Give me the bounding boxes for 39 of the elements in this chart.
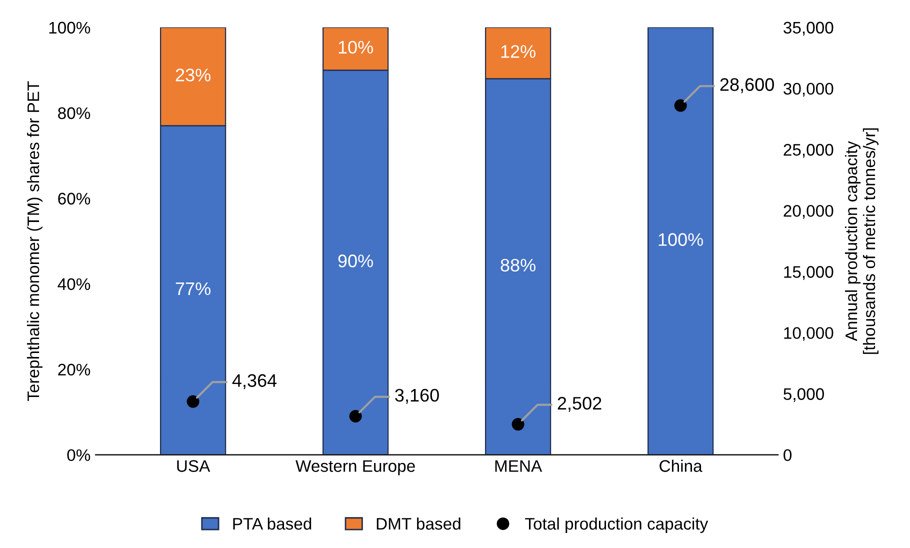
- y-tick-label: 60%: [58, 192, 90, 205]
- data-label: 3,160: [395, 388, 439, 404]
- x-tick-label: MENA: [495, 460, 542, 472]
- point: [186, 395, 200, 408]
- y2-tick-label: 10,000: [784, 327, 834, 341]
- point: [674, 99, 687, 112]
- data-label: 10%: [338, 40, 373, 54]
- data-label: 100%: [658, 233, 703, 246]
- y2-tick-label: 30,000: [784, 82, 834, 97]
- y2-tick-label: 15,000: [784, 266, 834, 280]
- y-tick-label: 0%: [67, 449, 90, 462]
- legend-label: PTA based: [233, 517, 312, 530]
- data-label: 88%: [500, 258, 536, 272]
- legend-label: Total production capacity: [525, 517, 708, 533]
- x-tick-label: USA: [177, 460, 210, 472]
- y2-tick-label: 20,000: [784, 204, 834, 219]
- y-tick-label: 20%: [58, 364, 90, 376]
- y-axis-title: Terephthalic monomer (TM) shares for PET: [26, 81, 43, 401]
- point: [512, 418, 524, 431]
- data-label: 90%: [338, 254, 373, 268]
- x-tick-label: China: [660, 460, 702, 472]
- bar: [647, 27, 714, 455]
- y2-tick-label: 35,000: [784, 22, 834, 36]
- data-label: 4,364: [232, 374, 277, 390]
- point: [349, 410, 362, 422]
- data-label: 28,600: [720, 78, 774, 94]
- y2-axis-title: Annual production capacity [thousands of metric tonnes/yr]: [844, 128, 878, 354]
- y-tick-label: 80%: [58, 107, 90, 120]
- y2-tick-label: 5,000: [784, 388, 824, 402]
- y-tick-label: 100%: [49, 22, 90, 34]
- y-tick-label: 40%: [58, 278, 90, 290]
- x-tick-label: Western Europe: [296, 460, 415, 476]
- legend-label: DMT based: [376, 517, 460, 530]
- y2-tick-label: 25,000: [784, 144, 834, 158]
- data-label: 12%: [501, 45, 536, 58]
- y2-tick-label: 0: [784, 449, 792, 462]
- data-label: 2,502: [558, 396, 602, 412]
- data-label: 77%: [176, 282, 210, 296]
- data-label: 23%: [176, 68, 210, 82]
